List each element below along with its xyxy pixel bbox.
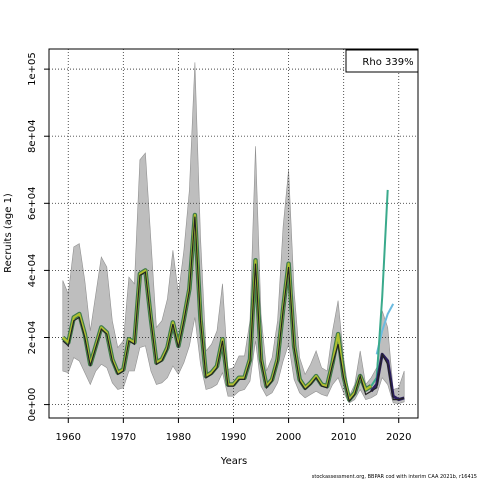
y-tick-label-0: 0e+00 (27, 388, 38, 422)
x-tick-label-1: 1970 (111, 432, 136, 443)
y-tick-label-4: 8e+04 (27, 119, 38, 153)
y-tick-label-1: 2e+04 (27, 321, 38, 355)
rho-annotation: Rho 339% (362, 57, 413, 68)
x-tick-label-4: 2000 (276, 432, 301, 443)
confidence-band-layer (62, 62, 405, 404)
x-tick-label-0: 1960 (56, 432, 81, 443)
estimate-line (62, 216, 405, 403)
legend-frame (345, 49, 419, 73)
x-axis-label: Years (220, 456, 247, 467)
y-tick-label-5: 1e+05 (27, 52, 38, 86)
y-tick-label-2: 4e+04 (27, 254, 38, 288)
axis-layer: 1960 1970 1980 1990 2000 2010 2020 0e+00 2e+04 4e… (27, 52, 411, 443)
x-tick-label-6: 2020 (386, 432, 411, 443)
footer-note: stockassessment.org, BBPAR cod with inte… (312, 474, 477, 480)
x-tick-label-3: 1990 (221, 432, 246, 443)
y-axis-label: Recruits (age 1) (3, 193, 14, 273)
x-tick-label-2: 1980 (166, 432, 191, 443)
legend-box: Rho 339% (345, 49, 419, 73)
y-tick-label-3: 6e+04 (27, 186, 38, 220)
x-tick-label-5: 2010 (331, 432, 356, 443)
confidence-band (62, 62, 405, 404)
series-layer (61, 189, 405, 403)
